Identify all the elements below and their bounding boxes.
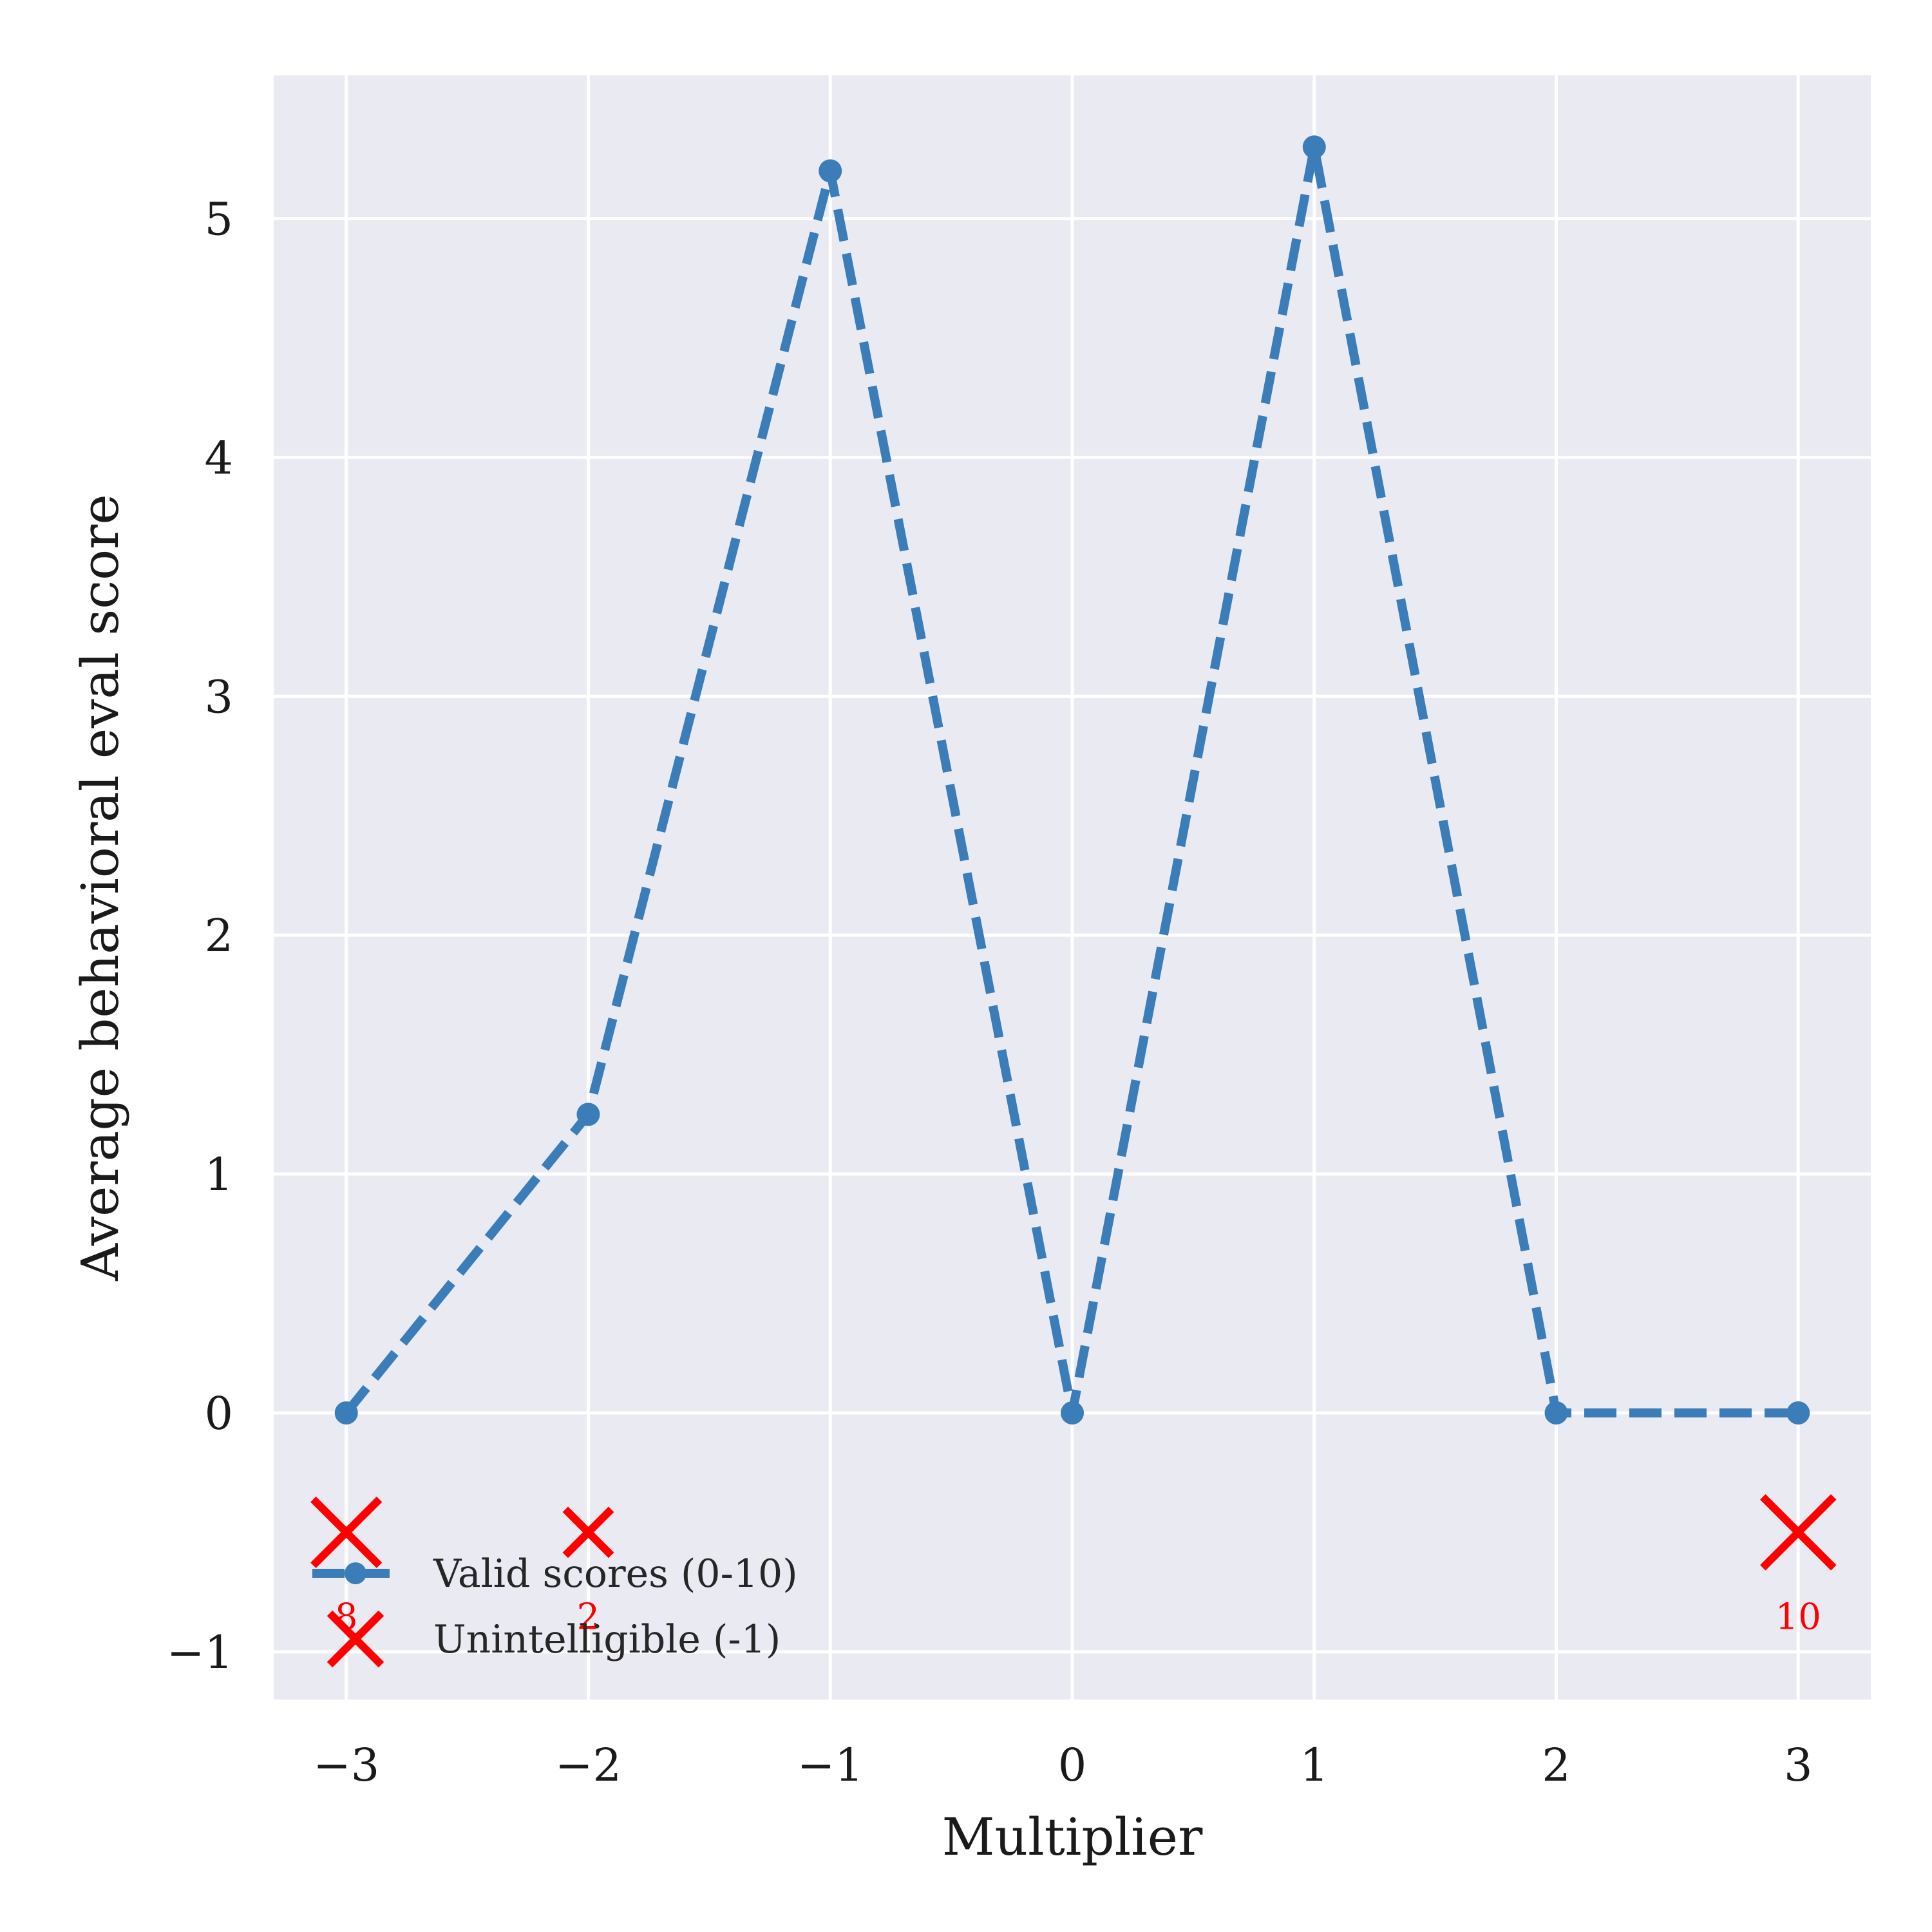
legend-unintelligible-label: Unintelligible (-1) bbox=[433, 1617, 781, 1662]
grid bbox=[274, 75, 1871, 1700]
y-tick-label: −1 bbox=[167, 1626, 233, 1679]
valid-score-point bbox=[334, 1401, 358, 1425]
y-tick-label: 1 bbox=[204, 1148, 233, 1201]
valid-score-point bbox=[1786, 1401, 1810, 1425]
x-tick-label: −3 bbox=[313, 1739, 379, 1792]
valid-score-point bbox=[1302, 135, 1326, 159]
valid-score-point bbox=[1061, 1401, 1084, 1425]
x-tick-label: 3 bbox=[1784, 1739, 1813, 1792]
legend-unintelligible-marker bbox=[327, 1610, 384, 1668]
x-tick-label: 0 bbox=[1058, 1739, 1087, 1792]
valid-score-point bbox=[819, 159, 842, 183]
unintelligible-marker bbox=[562, 1506, 614, 1558]
series-lines bbox=[334, 135, 1810, 1425]
x-tick-label: −1 bbox=[797, 1739, 864, 1792]
unintelligible-count-label: 2 bbox=[577, 1596, 600, 1638]
y-tick-label: 4 bbox=[204, 431, 233, 484]
unintelligible-marker bbox=[1760, 1494, 1837, 1571]
y-tick-label: 3 bbox=[204, 670, 233, 723]
y-axis-title: Average behavioral eval score bbox=[70, 494, 130, 1282]
legend-valid-dot bbox=[345, 1562, 366, 1584]
x-tick-label: 1 bbox=[1300, 1739, 1329, 1792]
unintelligible-marker bbox=[310, 1496, 383, 1568]
y-tick-label: 5 bbox=[204, 193, 233, 246]
x-tick-label: −2 bbox=[555, 1739, 621, 1792]
x-axis-title: Multiplier bbox=[942, 1807, 1203, 1867]
unintelligible-markers bbox=[310, 1494, 1837, 1571]
valid-score-point bbox=[1544, 1401, 1568, 1425]
legend-valid-label: Valid scores (0-10) bbox=[433, 1551, 798, 1596]
count-labels: 8 2 10 bbox=[335, 1596, 1821, 1638]
valid-score-point bbox=[576, 1103, 600, 1126]
x-tick-labels: −3 −2 −1 0 1 2 3 bbox=[313, 1739, 1812, 1792]
x-tick-label: 2 bbox=[1542, 1739, 1571, 1792]
legend: Valid scores (0-10) Unintelligible (-1) bbox=[312, 1551, 798, 1668]
unintelligible-count-label: 10 bbox=[1776, 1596, 1821, 1638]
y-tick-labels: −1 0 1 2 3 4 5 bbox=[167, 193, 233, 1679]
y-tick-label: 2 bbox=[204, 909, 233, 962]
y-tick-label: 0 bbox=[204, 1387, 233, 1440]
